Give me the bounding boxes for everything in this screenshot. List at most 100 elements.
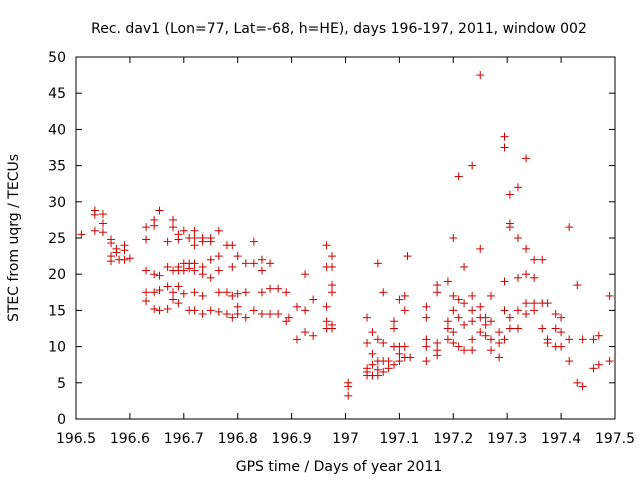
data-point — [551, 310, 560, 319]
data-point — [179, 226, 188, 235]
data-point — [241, 288, 250, 297]
data-point — [379, 288, 388, 297]
data-point — [395, 295, 404, 304]
data-point — [373, 371, 382, 380]
data-point — [513, 273, 522, 282]
data-point — [500, 132, 509, 141]
data-point — [390, 324, 399, 333]
data-point — [112, 248, 121, 257]
data-point — [468, 291, 477, 300]
data-point — [107, 257, 116, 266]
data-point — [228, 262, 237, 271]
data-point — [395, 357, 404, 366]
data-point — [573, 378, 582, 387]
data-point — [495, 353, 504, 362]
y-tick-label: 5 — [57, 376, 66, 392]
data-point — [460, 299, 469, 308]
data-point — [481, 320, 490, 329]
data-point — [454, 342, 463, 351]
data-point — [142, 296, 151, 305]
data-points — [77, 71, 614, 400]
data-point — [322, 241, 331, 250]
data-point — [368, 349, 377, 358]
data-point — [476, 328, 485, 337]
x-tick-label: 196.8 — [218, 431, 258, 447]
data-point — [543, 338, 552, 347]
data-point — [476, 244, 485, 253]
data-point — [107, 239, 116, 248]
data-point — [522, 299, 531, 308]
data-point — [500, 335, 509, 344]
data-point — [266, 259, 275, 268]
data-point — [449, 234, 458, 242]
data-point — [460, 320, 469, 329]
data-point — [150, 270, 159, 279]
data-point — [468, 161, 477, 170]
data-point — [150, 221, 159, 230]
data-point — [301, 270, 310, 279]
data-point — [150, 288, 159, 297]
data-point — [155, 206, 164, 215]
x-tick-label: 197.5 — [595, 431, 635, 447]
data-point — [257, 266, 266, 275]
data-point — [495, 328, 504, 337]
data-point — [274, 284, 283, 293]
data-point — [222, 310, 231, 319]
data-point — [282, 288, 291, 297]
data-point — [530, 255, 539, 264]
data-point — [328, 281, 337, 290]
x-tick-label: 197.3 — [487, 431, 527, 447]
data-point — [433, 338, 442, 347]
data-point — [233, 252, 242, 261]
data-point — [422, 342, 431, 351]
data-point — [90, 210, 99, 219]
x-axis-ticks: 196.5 196.6 196.7 196.8 196.9 197 197.1 197.2 19… — [56, 57, 635, 447]
data-point — [169, 223, 178, 232]
data-point — [513, 183, 522, 192]
data-point — [422, 335, 431, 344]
data-point — [142, 266, 151, 275]
data-point — [206, 306, 215, 315]
x-tick-label: 197.1 — [379, 431, 419, 447]
data-point — [174, 299, 183, 308]
data-point — [190, 306, 199, 315]
data-point — [266, 284, 275, 293]
data-point — [328, 324, 337, 333]
data-point — [241, 259, 250, 268]
data-point — [190, 234, 199, 242]
data-point — [198, 262, 207, 271]
data-point — [363, 313, 372, 322]
data-point — [443, 324, 452, 333]
data-point — [433, 281, 442, 290]
data-point — [403, 252, 412, 261]
data-point — [228, 291, 237, 300]
data-point — [530, 273, 539, 282]
chart-title: Rec. dav1 (Lon=77, Lat=-68, h=HE), days … — [91, 21, 587, 37]
data-point — [481, 331, 490, 340]
data-point — [487, 346, 496, 355]
data-point — [309, 295, 318, 304]
data-point — [551, 324, 560, 333]
data-point — [163, 262, 172, 271]
data-point — [400, 306, 409, 315]
x-tick-label: 196.6 — [110, 431, 150, 447]
data-point — [384, 364, 393, 373]
data-point — [120, 246, 129, 255]
data-point — [198, 270, 207, 279]
data-point — [557, 328, 566, 337]
data-point — [142, 235, 151, 244]
data-point — [468, 317, 477, 326]
data-point — [589, 335, 598, 344]
data-point — [142, 288, 151, 297]
data-point — [292, 302, 301, 311]
data-point — [344, 391, 353, 400]
data-point — [233, 310, 242, 319]
data-point — [214, 307, 223, 316]
data-point — [443, 335, 452, 344]
data-point — [565, 357, 574, 366]
x-tick-label: 197.2 — [433, 431, 473, 447]
data-point — [77, 230, 86, 239]
data-point — [214, 226, 223, 235]
data-point — [163, 304, 172, 313]
data-point — [422, 357, 431, 366]
